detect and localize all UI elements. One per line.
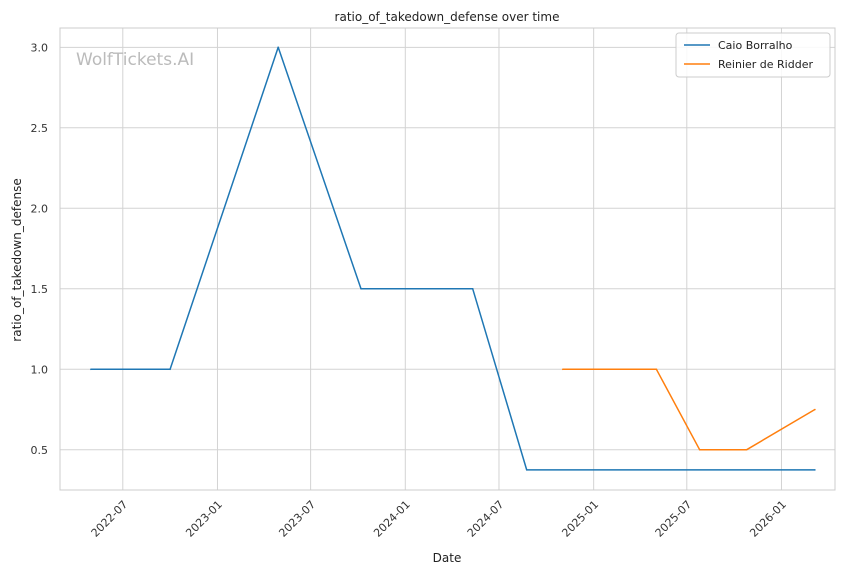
- y-axis-label: ratio_of_takedown_defense: [10, 178, 24, 341]
- chart-title: ratio_of_takedown_defense over time: [335, 10, 560, 24]
- y-tick-label: 3.0: [31, 41, 49, 54]
- data-point-reinier-de-ridder: [814, 408, 816, 411]
- y-tick-label: 1.5: [31, 283, 49, 296]
- data-point-reinier-de-ridder: [561, 368, 564, 371]
- x-axis-label: Date: [433, 551, 462, 565]
- data-point-caio-borralho: [277, 46, 279, 49]
- data-point-caio-borralho: [360, 287, 362, 290]
- data-point-reinier-de-ridder: [745, 448, 748, 451]
- data-point-caio-borralho: [471, 287, 474, 290]
- plot-frame: [59, 27, 836, 491]
- y-tick-label: 0.5: [31, 444, 49, 457]
- data-point-reinier-de-ridder: [655, 368, 658, 371]
- y-tick-label: 1.0: [31, 363, 49, 376]
- watermark: WolfTickets.AI: [76, 50, 194, 70]
- y-axis-ticks: 0.5 1.0 1.5 2.0 2.5 3.0: [31, 41, 49, 456]
- legend-label-reinier-de-ridder: Reinier de Ridder: [718, 58, 813, 71]
- y-tick-label: 2.5: [31, 122, 49, 135]
- data-point-caio-borralho: [814, 469, 816, 471]
- data-point-reinier-de-ridder: [698, 448, 701, 451]
- legend-box: [675, 32, 831, 78]
- data-point-caio-borralho: [169, 368, 171, 371]
- y-tick-label: 2.0: [31, 202, 49, 215]
- series-layer: [90, 46, 816, 471]
- legend: Caio Borralho Reinier de Ridder: [675, 32, 831, 78]
- data-point-caio-borralho: [525, 469, 528, 471]
- legend-label-caio-borralho: Caio Borralho: [718, 39, 793, 52]
- data-point-caio-borralho: [90, 368, 92, 371]
